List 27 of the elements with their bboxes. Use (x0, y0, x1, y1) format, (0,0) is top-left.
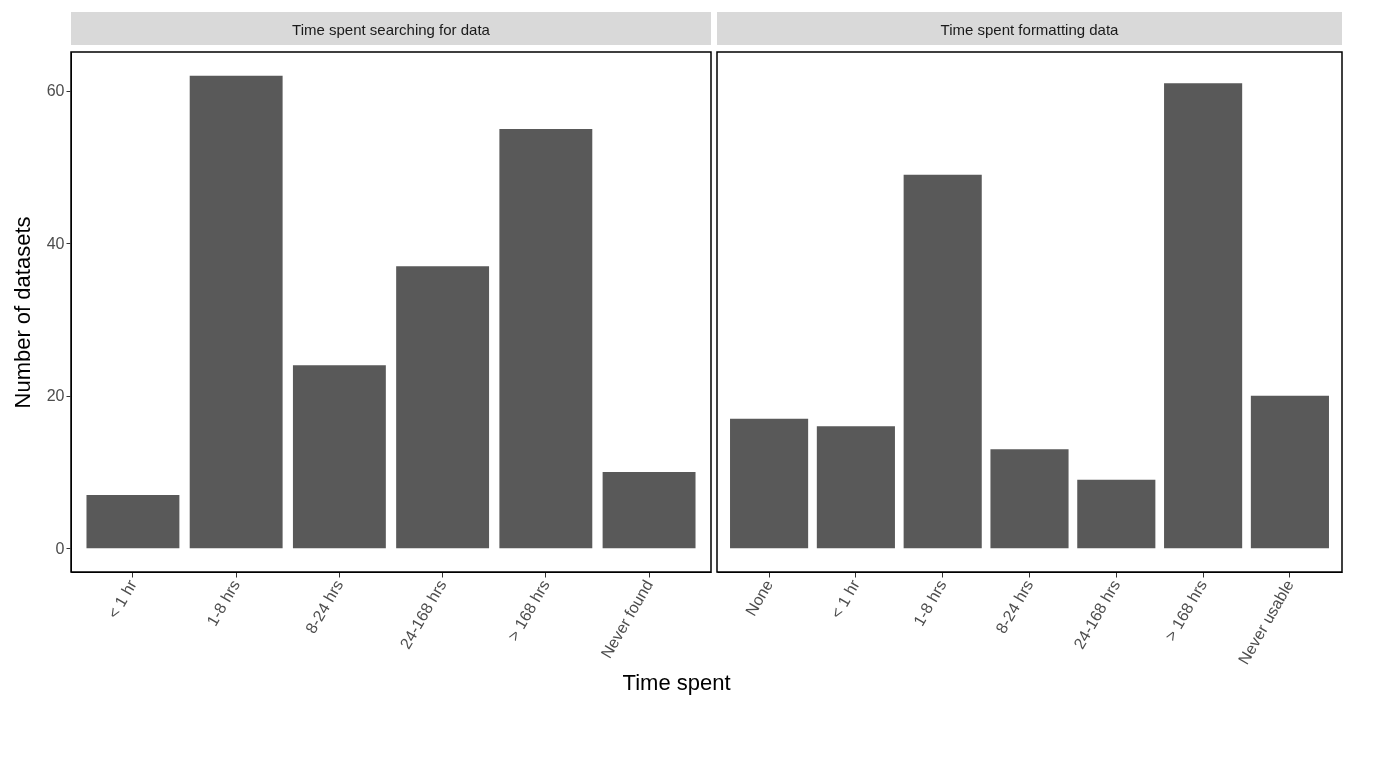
x-tick-label: > 168 hrs (1161, 577, 1211, 644)
x-tick-label: < 1 hr (104, 576, 141, 622)
bar (499, 129, 593, 549)
bar (189, 75, 283, 549)
bar (602, 472, 696, 549)
bar (990, 449, 1069, 549)
chart-title: Time spent formatting data (940, 21, 1120, 38)
bar (86, 494, 180, 549)
bar (816, 426, 895, 549)
bar (1077, 479, 1156, 549)
chart-title: Time spent searching for data (292, 21, 491, 38)
bar (1250, 395, 1329, 549)
x-tick-label: 1-8 hrs (203, 577, 244, 629)
bar (730, 418, 809, 549)
x-tick-label: < 1 hr (827, 576, 864, 622)
bar (1164, 83, 1243, 549)
bar (903, 174, 982, 549)
y-tick-label: 60 (46, 82, 65, 100)
y-axis-title: Number of datasets (9, 216, 35, 409)
x-axis-title: Time spent (622, 670, 731, 696)
y-tick-label: 20 (46, 387, 65, 405)
y-tick-label: 40 (46, 234, 65, 252)
x-tick-label: 1-8 hrs (910, 577, 950, 629)
bar (292, 365, 386, 549)
y-tick-label: 0 (55, 539, 65, 557)
bar (396, 266, 490, 549)
x-tick-label: > 168 hrs (504, 577, 553, 644)
